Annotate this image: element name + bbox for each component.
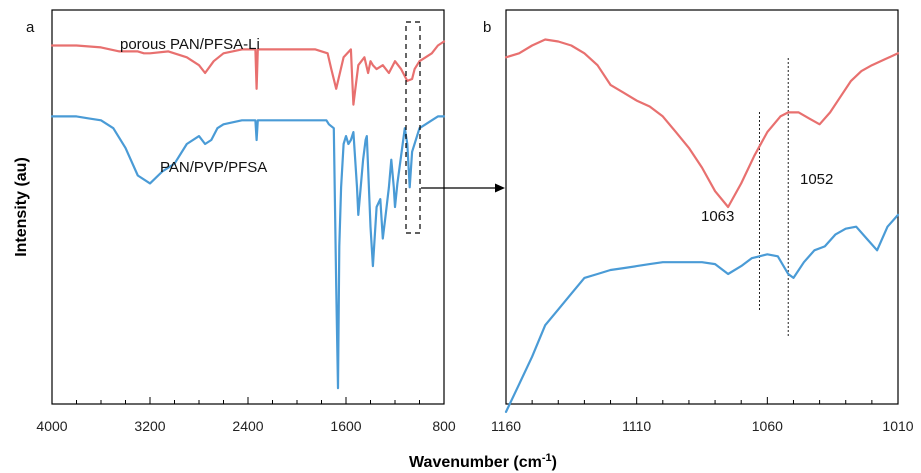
series-line-a-porous-pan-pfsa-li [50,40,446,106]
panel-b-x-ticks: 1160 1110 1060 1010 [491,397,914,434]
x-axis-title-close: ) [552,454,557,471]
x-tick-label-b-1060: 1060 [752,418,783,434]
series-label-porous-pan-pfsa-li: porous PAN/PFSA-Li [120,36,260,53]
panel-b-letter: b [483,19,491,36]
x-axis-title-main: Wavenumber (cm [409,454,542,471]
x-tick-label-a-3200: 3200 [134,418,165,434]
series-label-pan-pvp-pfsa: PAN/PVP/PFSA [160,159,267,176]
x-tick-label-a-4000: 4000 [36,418,67,434]
annotation-1063: 1063 [701,208,734,225]
x-axis-title-sup: -1 [542,452,552,464]
series-line-b-pan-pvp-pfsa [504,213,900,413]
panel-a-letter: a [26,19,35,36]
series-line-b-porous-pan-pfsa-li [504,38,900,209]
y-axis-title: Intensity (au) [13,157,30,257]
x-tick-label-b-1160: 1160 [491,418,521,434]
x-tick-label-a-1600: 1600 [330,418,361,434]
panel-a: 4000 3200 2400 1600 800 a porous PAN/PFSA-Li… [26,9,456,434]
zoom-region-box [405,21,421,234]
annotation-1052: 1052 [800,171,833,188]
zoom-arrow [421,183,505,193]
panel-b-reference-lines [758,58,789,337]
panel-b: 1160 1110 1060 1010 b 1063 1052 [483,9,914,434]
x-tick-label-b-1110: 1110 [622,418,651,434]
panel-b-lines [504,38,900,413]
x-tick-label-a-2400: 2400 [232,418,263,434]
x-tick-label-b-1010: 1010 [882,418,913,434]
panel-a-x-ticks: 4000 3200 2400 1600 800 [36,397,456,434]
x-axis-title: Wavenumber (cm-1) [409,452,557,471]
x-tick-label-a-800: 800 [432,418,456,434]
panel-a-lines [50,40,446,390]
series-line-a-pan-pvp-pfsa [50,115,446,390]
panel-b-frame [505,9,899,405]
arrow-head [495,183,505,193]
